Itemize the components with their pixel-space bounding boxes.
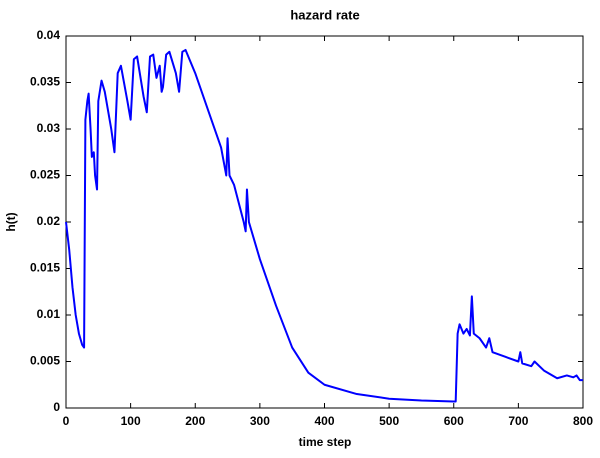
x-tick-label: 600 [444,414,464,428]
x-tick-label: 100 [121,414,141,428]
y-tick-label: 0 [53,400,60,414]
x-tick-label: 400 [314,414,334,428]
y-tick-label: 0.01 [37,307,61,321]
x-tick-label: 300 [250,414,270,428]
x-tick-label: 800 [573,414,593,428]
x-tick-label: 500 [379,414,399,428]
y-tick-label: 0.015 [30,261,60,275]
x-tick-label: 0 [63,414,70,428]
y-tick-label: 0.005 [30,354,60,368]
y-tick-label: 0.04 [37,28,61,42]
y-tick-label: 0.02 [37,214,61,228]
chart-title: hazard rate [290,7,359,22]
x-axis-label: time step [299,435,352,449]
x-tick-label: 200 [185,414,205,428]
y-tick-label: 0.035 [30,75,60,89]
y-axis-label: h(t) [4,212,18,231]
x-tick-label: 700 [508,414,528,428]
y-tick-label: 0.025 [30,168,60,182]
y-tick-label: 0.03 [37,121,61,135]
data-line [65,48,583,403]
